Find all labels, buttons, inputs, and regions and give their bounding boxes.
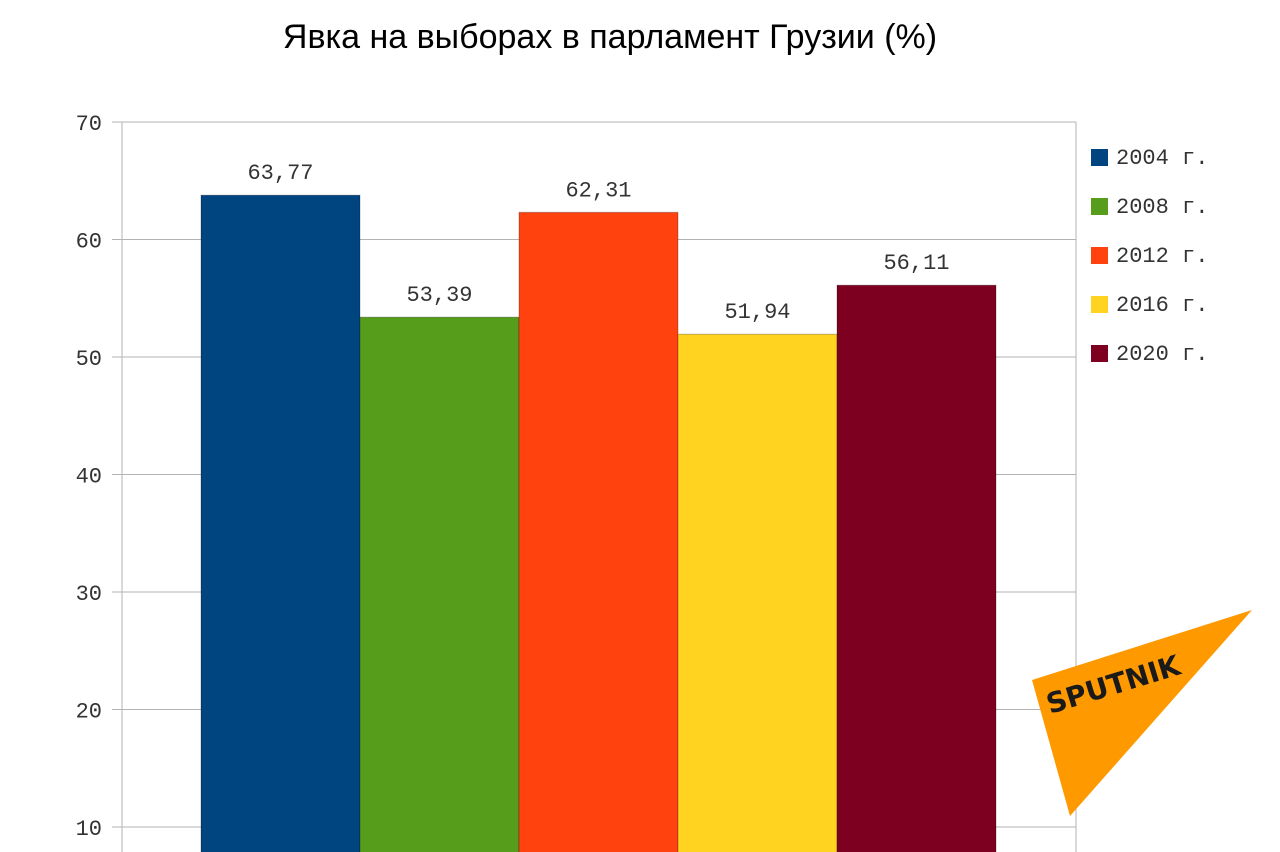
data-label: 51,94	[724, 300, 790, 325]
legend-label: 2020 г.	[1116, 342, 1208, 367]
sputnik-logo-shape	[1032, 610, 1252, 816]
y-tick-label: 50	[76, 347, 102, 372]
sputnik-logo: SPUTNIK	[1032, 610, 1252, 816]
y-tick-label: 40	[76, 465, 102, 490]
legend-swatch	[1091, 296, 1108, 313]
bar	[200, 194, 361, 852]
legend-label: 2012 г.	[1116, 244, 1208, 269]
y-tick-label: 10	[76, 817, 102, 842]
y-tick-label: 30	[76, 582, 102, 607]
legend-swatch	[1091, 149, 1108, 166]
y-axis: 10 20 30 40 50 60 70	[76, 112, 102, 842]
data-labels: 63,77 53,39 62,31 51,94 56,11	[247, 161, 949, 325]
bar	[836, 284, 997, 852]
legend-swatch	[1091, 198, 1108, 215]
legend-label: 2004 г.	[1116, 146, 1208, 171]
legend-swatch	[1091, 247, 1108, 264]
bar	[677, 333, 838, 852]
data-label: 53,39	[406, 283, 472, 308]
data-label: 62,31	[565, 178, 631, 203]
legend-label: 2008 г.	[1116, 195, 1208, 220]
chart-title: Явка на выборах в парламент Грузии (%)	[282, 18, 938, 56]
data-label: 63,77	[247, 161, 313, 186]
legend: 2004 г. 2008 г. 2012 г. 2016 г. 2020 г.	[1091, 146, 1208, 367]
legend-label: 2016 г.	[1116, 293, 1208, 318]
bars	[200, 194, 997, 852]
bar	[359, 316, 520, 852]
legend-swatch	[1091, 345, 1108, 362]
data-label: 56,11	[883, 251, 949, 276]
y-tick-label: 70	[76, 112, 102, 137]
y-tick-label: 60	[76, 230, 102, 255]
bar	[518, 211, 679, 852]
y-tick-label: 20	[76, 700, 102, 725]
